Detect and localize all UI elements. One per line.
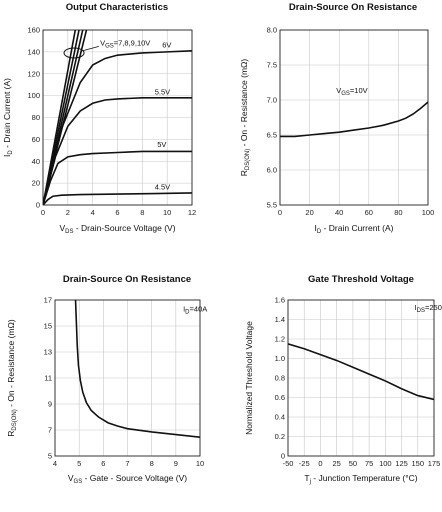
y-axis-label: RDS(ON) - On - Resistance (mΩ) [6, 319, 18, 437]
x-tick-label: 4 [53, 459, 57, 468]
series-line-5 [43, 97, 192, 205]
x-axis-label: VGS - Gate - Source Voltage (V) [68, 473, 187, 485]
series-line-0 [288, 343, 434, 401]
y-tick-label: 9 [48, 400, 52, 409]
x-tick-label: 9 [174, 459, 178, 468]
x-tick-label: 100 [422, 208, 435, 217]
y-tick-label: 0.2 [275, 432, 285, 441]
y-tick-label: 1.0 [275, 354, 285, 363]
y-tick-label: 40 [32, 157, 40, 166]
x-tick-label: 0 [41, 208, 45, 217]
x-tick-label: 8 [150, 459, 154, 468]
y-axis-label: Normalized Threshold Voltage [244, 321, 254, 435]
y-axis-label: ID - Drain Current (A) [2, 78, 14, 157]
y-tick-label: 8.0 [267, 26, 277, 35]
x-axis-label: VDS - Drain-Source Voltage (V) [59, 223, 175, 235]
plot-frame [287, 299, 435, 457]
x-tick-label: 12 [188, 208, 196, 217]
curve-annotation: 5.5V [155, 88, 170, 97]
x-tick-label: 175 [428, 459, 441, 468]
y-tick-label: 5 [48, 452, 52, 461]
chart-title: Drain-Source On Resistance [289, 2, 417, 13]
x-tick-label: -50 [283, 459, 294, 468]
x-tick-label: 2 [66, 208, 70, 217]
y-tick-label: 13 [44, 348, 52, 357]
x-tick-label: 40 [335, 208, 343, 217]
x-axis-label: Tj - Junction Temperature (°C) [304, 473, 417, 485]
curve-annotation: 5V [157, 140, 166, 149]
y-tick-label: 60 [32, 135, 40, 144]
x-tick-label: 25 [332, 459, 340, 468]
chart-title: Drain-Source On Resistance [63, 274, 191, 285]
y-tick-label: 7.5 [267, 61, 277, 70]
y-tick-label: 7.0 [267, 96, 277, 105]
y-tick-label: 17 [44, 296, 52, 305]
series-line-0 [74, 300, 200, 438]
curve-annotation: 6V [162, 41, 171, 50]
x-tick-label: 50 [349, 459, 357, 468]
x-axis-label: ID - Drain Current (A) [315, 223, 394, 235]
y-axis-label: RDS(ON) - On - Resistance (mΩ) [239, 59, 251, 177]
plot-frame [54, 299, 201, 457]
plot-frame [42, 29, 193, 206]
y-tick-label: 6.5 [267, 131, 277, 140]
leader-line [82, 46, 99, 52]
x-tick-label: 10 [196, 459, 204, 468]
chart-vth_vs_tj: Gate Threshold Voltage -50 -25 0 25 50 75 100 12… [244, 274, 442, 485]
y-tick-label: 0 [281, 452, 285, 461]
x-tick-label: 6 [115, 208, 119, 217]
y-tick-label: 0 [36, 201, 40, 210]
x-tick-label: 75 [365, 459, 373, 468]
curve-annotation: ID=40A [183, 305, 207, 316]
x-tick-label: 7 [125, 459, 129, 468]
x-tick-label: 60 [365, 208, 373, 217]
y-tick-label: 160 [27, 26, 40, 35]
curve-annotation: 4.5V [155, 183, 170, 192]
x-tick-label: 8 [140, 208, 144, 217]
y-tick-label: 100 [27, 91, 40, 100]
y-tick-label: 140 [27, 47, 40, 56]
chart-title: Output Characteristics [66, 2, 168, 13]
chart-title: Gate Threshold Voltage [308, 274, 414, 285]
y-tick-label: 6.0 [267, 166, 277, 175]
y-tick-label: 0.8 [275, 374, 285, 383]
y-tick-label: 7 [48, 426, 52, 435]
y-tick-label: 80 [32, 113, 40, 122]
plot-frame [279, 29, 429, 206]
x-tick-label: 10 [163, 208, 171, 217]
y-tick-label: 1.4 [275, 315, 285, 324]
group-ellipse [63, 47, 85, 59]
series-line-4 [43, 49, 192, 205]
curve-annotation: VGS=7,8,9,10V [100, 38, 150, 49]
y-tick-label: 20 [32, 179, 40, 188]
x-tick-label: 100 [379, 459, 392, 468]
y-tick-label: 0.6 [275, 393, 285, 402]
curve-annotation: IDS=250uA [415, 303, 442, 314]
y-tick-label: 15 [44, 322, 52, 331]
y-tick-label: 120 [27, 69, 40, 78]
series-line-7 [43, 192, 192, 205]
x-tick-label: 0 [318, 459, 322, 468]
x-tick-label: 6 [101, 459, 105, 468]
y-tick-label: 0.4 [275, 413, 285, 422]
x-tick-label: 150 [412, 459, 425, 468]
series-line-0 [280, 101, 428, 138]
y-tick-label: 5.5 [267, 201, 277, 210]
x-tick-label: -25 [299, 459, 310, 468]
y-tick-label: 1.2 [275, 335, 285, 344]
curve-annotation: VGS=10V [336, 86, 367, 97]
x-tick-label: 5 [77, 459, 81, 468]
x-tick-label: 0 [278, 208, 282, 217]
chart-rds_vs_id: Drain-Source On Resistance 0 20 40 60 80 100 5.… [239, 2, 434, 235]
series-line-6 [43, 150, 192, 205]
y-tick-label: 11 [44, 374, 52, 383]
x-tick-label: 4 [91, 208, 95, 217]
x-tick-label: 20 [305, 208, 313, 217]
y-tick-label: 1.6 [275, 296, 285, 305]
x-tick-label: 80 [394, 208, 402, 217]
x-tick-label: 125 [395, 459, 408, 468]
